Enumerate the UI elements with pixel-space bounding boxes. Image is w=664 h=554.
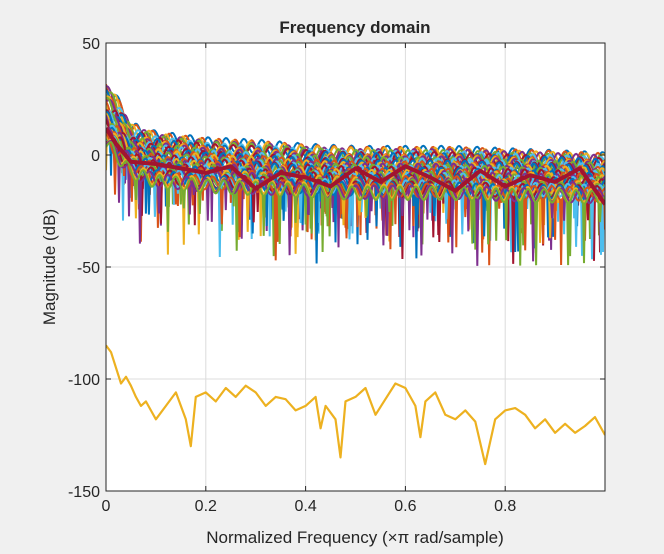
x-tick-label: 0.6 [394, 498, 416, 515]
y-tick-label: -100 [68, 372, 100, 389]
response-series-line [106, 141, 605, 266]
y-tick-label: 50 [82, 36, 100, 53]
response-series-line [106, 136, 605, 264]
series-lines [106, 83, 605, 466]
chart-title: Frequency domain [279, 18, 430, 37]
y-tick-label: -50 [77, 260, 100, 277]
y-tick-label: -150 [68, 484, 100, 501]
y-axis-label: Magnitude (dB) [40, 209, 59, 325]
highlight-series-line [106, 127, 605, 206]
y-tick-label: 0 [91, 148, 100, 165]
x-tick-label: 0 [102, 498, 111, 515]
response-series-line [106, 139, 605, 266]
x-axis-label: Normalized Frequency (×π rad/sample) [206, 528, 504, 547]
x-tick-label: 0.8 [494, 498, 516, 515]
low-series-line [106, 344, 605, 466]
x-tick-label: 0.2 [195, 498, 217, 515]
response-series-line [106, 131, 605, 266]
x-tick-label: 0.4 [294, 498, 316, 515]
axis-ticks: 0 0.2 0.4 0.6 0.8 -150 -100 -50 0 50 [68, 36, 605, 515]
response-series-line [106, 111, 605, 250]
